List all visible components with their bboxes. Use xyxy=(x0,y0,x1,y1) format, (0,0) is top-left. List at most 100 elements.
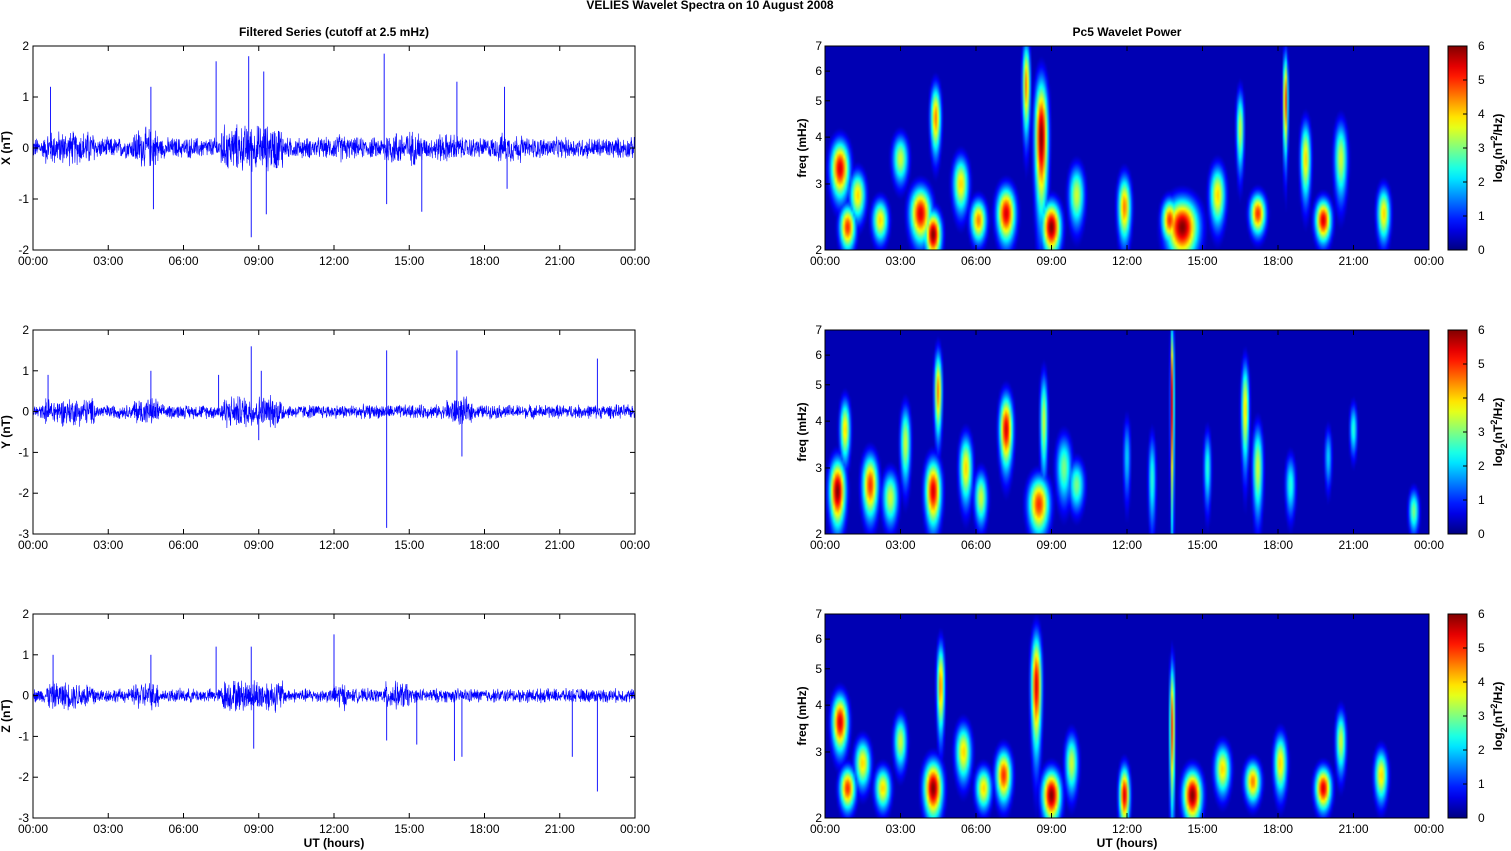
series-z-ytick-label: -3 xyxy=(18,811,29,825)
power-z-xtick-label: 00:00 xyxy=(810,822,840,836)
power-y-cbar-tick-label: 2 xyxy=(1478,459,1485,473)
series-z-xtick-label: 06:00 xyxy=(168,822,198,836)
power-y-cbar-label: log2(nT2/Hz) xyxy=(1489,398,1509,467)
power-x-heatmap xyxy=(825,46,1429,250)
series-z-ytick-label: 2 xyxy=(22,607,29,621)
series-x-line xyxy=(32,124,636,172)
series-x-xtick-label: 03:00 xyxy=(93,254,123,268)
series-y-ylabel: Y (nT) xyxy=(0,415,13,449)
power-z-ytick-label: 4 xyxy=(815,698,822,712)
power-x-cbar-tick-label: 5 xyxy=(1478,73,1485,87)
power-z-cbar-tick-label: 0 xyxy=(1478,811,1485,825)
power-x-xtick-label: 00:00 xyxy=(1414,254,1444,268)
power-z-ytick-label: 6 xyxy=(815,632,822,646)
power-y-xtick-label: 12:00 xyxy=(1112,538,1142,552)
right-xlabel: UT (hours) xyxy=(1097,836,1158,850)
figure-title: VELIES Wavelet Spectra on 10 August 2008 xyxy=(586,0,834,12)
power-x-xtick-label: 12:00 xyxy=(1112,254,1142,268)
power-y-xtick-label: 18:00 xyxy=(1263,538,1293,552)
series-z-xtick-label: 00:00 xyxy=(620,822,650,836)
series-y-ytick-label: 1 xyxy=(22,364,29,378)
power-y-cbar-tick-label: 4 xyxy=(1478,391,1485,405)
series-z-xtick-label: 09:00 xyxy=(244,822,274,836)
series-x-ytick-label: -2 xyxy=(18,243,29,257)
power-y-cbar-tick-label: 6 xyxy=(1478,323,1485,337)
series-y-line xyxy=(32,394,636,429)
series-y-xtick-label: 06:00 xyxy=(168,538,198,552)
power-x-cbar-tick-label: 6 xyxy=(1478,39,1485,53)
power-z-ytick-label: 5 xyxy=(815,662,822,676)
series-z-xtick-label: 18:00 xyxy=(469,822,499,836)
series-z-ytick-label: -2 xyxy=(18,770,29,784)
series-x-xtick-label: 21:00 xyxy=(545,254,575,268)
power-z-ytick-label: 2 xyxy=(815,811,822,825)
power-z-xtick-label: 06:00 xyxy=(961,822,991,836)
power-y-heatmap xyxy=(825,330,1429,534)
power-z-xtick-label: 09:00 xyxy=(1036,822,1066,836)
power-z-cbar-label: log2(nT2/Hz) xyxy=(1489,682,1509,751)
power-y-xtick-label: 06:00 xyxy=(961,538,991,552)
power-z-cbar-tick-label: 1 xyxy=(1478,777,1485,791)
series-y-ytick-label: -3 xyxy=(18,527,29,541)
power-x-ylabel: freq (mHz) xyxy=(795,118,809,177)
series-y-xtick-label: 03:00 xyxy=(93,538,123,552)
series-x-xtick-label: 18:00 xyxy=(469,254,499,268)
series-y-xtick-label: 00:00 xyxy=(18,538,48,552)
power-z-ytick-label: 7 xyxy=(815,607,822,621)
power-z-xtick-label: 15:00 xyxy=(1187,822,1217,836)
series-x-ytick-label: 2 xyxy=(22,39,29,53)
power-y-xtick-label: 15:00 xyxy=(1187,538,1217,552)
right-column-title: Pc5 Wavelet Power xyxy=(1073,25,1182,39)
power-z-xtick-label: 12:00 xyxy=(1112,822,1142,836)
power-z-xtick-label: 03:00 xyxy=(885,822,915,836)
power-x-ytick-label: 6 xyxy=(815,64,822,78)
series-x-ytick-label: -1 xyxy=(18,192,29,206)
power-y-ytick-label: 3 xyxy=(815,461,822,475)
power-y-cbar-tick-label: 1 xyxy=(1478,493,1485,507)
power-x-xtick-label: 06:00 xyxy=(961,254,991,268)
left-column-title: Filtered Series (cutoff at 2.5 mHz) xyxy=(239,25,429,39)
power-x-cbar-tick-label: 4 xyxy=(1478,107,1485,121)
power-x-xtick-label: 18:00 xyxy=(1263,254,1293,268)
power-x-ytick-label: 4 xyxy=(815,130,822,144)
series-z-ytick-label: -1 xyxy=(18,729,29,743)
power-y-cbar-tick-label: 3 xyxy=(1478,425,1485,439)
power-y-cbar-tick-label: 0 xyxy=(1478,527,1485,541)
series-z-xtick-label: 03:00 xyxy=(93,822,123,836)
series-y-plot-area xyxy=(33,330,635,534)
series-y-ytick-label: 2 xyxy=(22,323,29,337)
power-y-ylabel: freq (mHz) xyxy=(795,402,809,461)
power-y-xtick-label: 21:00 xyxy=(1338,538,1368,552)
power-z-ylabel: freq (mHz) xyxy=(795,686,809,745)
power-x-cbar-tick-label: 3 xyxy=(1478,141,1485,155)
series-x-ytick-label: 1 xyxy=(22,90,29,104)
series-z-xtick-label: 21:00 xyxy=(545,822,575,836)
series-y-ytick-label: 0 xyxy=(22,405,29,419)
power-x-xtick-label: 00:00 xyxy=(810,254,840,268)
power-z-xtick-label: 18:00 xyxy=(1263,822,1293,836)
power-y-ytick-label: 6 xyxy=(815,348,822,362)
power-y-ytick-label: 5 xyxy=(815,378,822,392)
series-x-xtick-label: 12:00 xyxy=(319,254,349,268)
series-z-xtick-label: 00:00 xyxy=(18,822,48,836)
power-y-xtick-label: 00:00 xyxy=(1414,538,1444,552)
power-x-cbar-tick-label: 2 xyxy=(1478,175,1485,189)
power-x-cbar-tick-label: 1 xyxy=(1478,209,1485,223)
power-z-xtick-label: 21:00 xyxy=(1338,822,1368,836)
series-y-xtick-label: 12:00 xyxy=(319,538,349,552)
power-z-xtick-label: 00:00 xyxy=(1414,822,1444,836)
series-x-xtick-label: 00:00 xyxy=(620,254,650,268)
power-x-ytick-label: 3 xyxy=(815,177,822,191)
power-z-cbar-tick-label: 2 xyxy=(1478,743,1485,757)
power-z-cbar-tick-label: 6 xyxy=(1478,607,1485,621)
series-z-ylabel: Z (nT) xyxy=(0,699,13,732)
power-x-xtick-label: 09:00 xyxy=(1036,254,1066,268)
power-y-cbar-tick-label: 5 xyxy=(1478,357,1485,371)
series-y-xtick-label: 15:00 xyxy=(394,538,424,552)
series-x-xtick-label: 06:00 xyxy=(168,254,198,268)
series-y-ytick-label: -1 xyxy=(18,445,29,459)
power-x-xtick-label: 21:00 xyxy=(1338,254,1368,268)
power-y-xtick-label: 00:00 xyxy=(810,538,840,552)
power-x-ytick-label: 2 xyxy=(815,243,822,257)
